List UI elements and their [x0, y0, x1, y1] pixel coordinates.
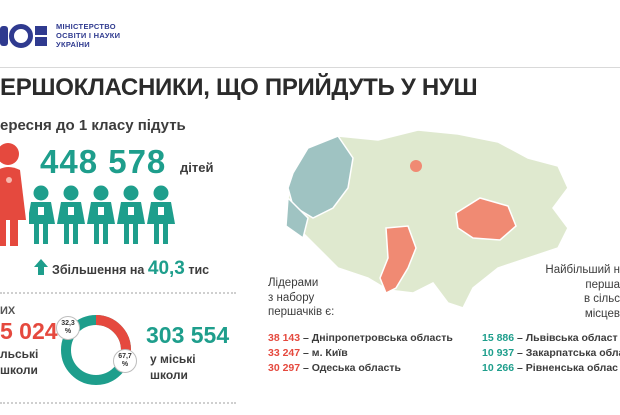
rural-leaders-label-line: місцев: [584, 307, 620, 320]
rural-label: льські школи: [0, 346, 38, 378]
rural-percent-badge: 32,3%: [56, 316, 80, 340]
map-region-west: [287, 135, 354, 219]
list-item: 15 886 – Львівська област: [482, 331, 620, 346]
list-item: 10 937 – Закарпатська обла: [482, 346, 620, 361]
rural-leader-count: 15 886: [482, 332, 515, 344]
leaders-label-line: Лідерами: [268, 277, 319, 289]
rural-percent: 32,3: [61, 320, 75, 327]
map-region-kyiv: [410, 160, 422, 172]
map-region-dnipro: [455, 197, 517, 241]
leaders-list: 38 143 – Дніпропетровська область 33 247…: [268, 331, 453, 376]
list-item: 30 297 – Одеська область: [268, 361, 453, 376]
rural-leader-region: – Закарпатська обла: [517, 347, 620, 359]
leader-region: – Дніпропетровська область: [303, 332, 453, 344]
list-item: 38 143 – Дніпропетровська область: [268, 331, 453, 346]
page-title: ЕРШОКЛАСНИКИ, ЩО ПРИЙДУТЬ У НУШ: [0, 74, 478, 101]
rural-label-line: школи: [0, 363, 38, 377]
increase-label: Збільшення на: [52, 263, 145, 277]
leader-region: – м. Київ: [303, 347, 348, 359]
leader-region: – Одеська область: [303, 362, 401, 374]
city-percent: 67,7: [118, 353, 132, 360]
city-count: 303 554: [146, 322, 230, 348]
rural-label-line: льські: [0, 347, 39, 361]
section-divider: [0, 292, 236, 294]
percent-sign: %: [64, 328, 72, 335]
up-arrow-icon: [34, 259, 48, 280]
rural-leaders-label: Найбільший н перша в сільс місцев: [530, 263, 620, 321]
rural-leaders-label-line: в сільс: [583, 293, 620, 305]
list-item: 10 266 – Рівненська облас: [482, 361, 620, 376]
total-count: 448 578: [40, 143, 167, 180]
leaders-label-line: першачків є:: [268, 306, 335, 318]
leader-count: 33 247: [268, 347, 301, 359]
city-label-line: у міські: [150, 352, 196, 366]
total-unit: дітей: [180, 160, 214, 175]
rural-count: 5 024: [0, 318, 58, 344]
list-item: 33 247 – м. Київ: [268, 346, 453, 361]
leader-count: 38 143: [268, 332, 301, 344]
map-region-west: [285, 196, 309, 240]
percent-sign: %: [121, 361, 129, 368]
leader-count: 30 297: [268, 362, 301, 374]
city-label-line: школи: [150, 368, 188, 382]
ministry-name: МІНІСТЕРСТВО ОСВІТИ І НАУКИ УКРАЇНИ: [56, 22, 120, 49]
map-region-odesa: [379, 225, 417, 295]
leaders-label-line: з набору: [268, 291, 315, 304]
rural-leader-count: 10 266: [482, 362, 515, 374]
rural-leader-region: – Львівська област: [517, 332, 618, 344]
increase-line: Збільшення на 40,3 тис: [52, 258, 209, 280]
rural-leaders-label-line: Найбільший н: [545, 264, 620, 276]
rural-leader-count: 10 937: [482, 347, 515, 359]
increase-unit: тис: [188, 263, 210, 277]
ministry-logo-icon: [0, 24, 50, 53]
ukraine-map: [268, 118, 620, 323]
city-percent-badge: 67,7%: [113, 349, 137, 373]
increase-value: 40,3: [147, 258, 185, 279]
city-label: у міські школи: [150, 351, 196, 383]
children-figures: [27, 185, 179, 252]
rural-leaders-list: 15 886 – Львівська област 10 937 – Закар…: [482, 331, 620, 376]
section-divider: [0, 402, 236, 404]
rural-leaders-label-line: перша: [585, 278, 620, 291]
subtitle: ересня до 1 класу підуть: [0, 117, 186, 134]
ministry-line: МІНІСТЕРСТВО: [56, 22, 116, 31]
ministry-line: УКРАЇНИ: [56, 40, 90, 49]
map-base: [287, 129, 569, 309]
rural-leader-region: – Рівненська облас: [517, 362, 618, 374]
ministry-line: ОСВІТИ І НАУКИ: [56, 31, 121, 40]
header-divider: [0, 67, 620, 68]
girl-figure-icon: [0, 140, 26, 255]
rural-heading: ИХ: [0, 305, 16, 317]
leaders-label: Лідерами з набору першачків є:: [268, 276, 334, 320]
